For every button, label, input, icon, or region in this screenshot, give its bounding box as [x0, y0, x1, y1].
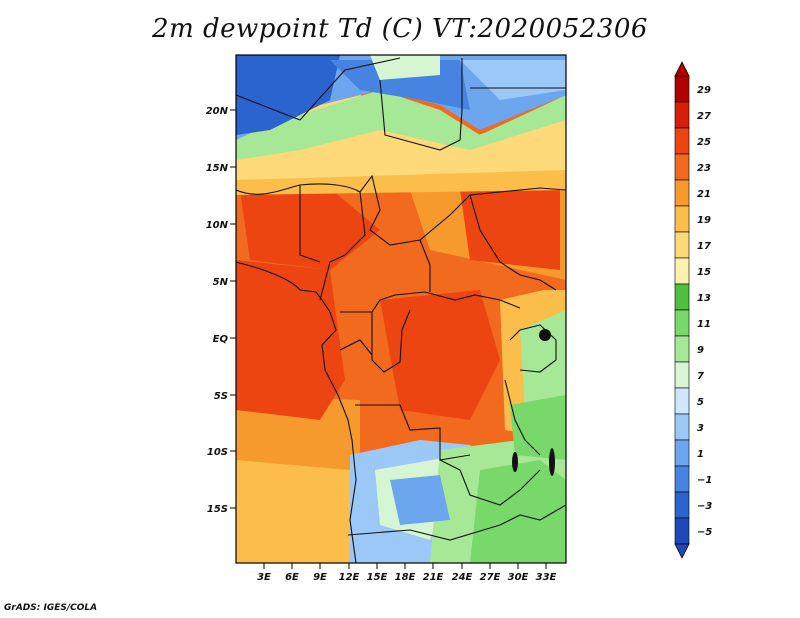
lon-label: 27E — [480, 572, 501, 583]
lat-axis: 20N 15N 10N 5N EQ 5S 10S 15S — [206, 106, 236, 515]
map-frame — [235, 54, 567, 564]
lat-label: 10S — [207, 447, 228, 458]
colorbar-swatch — [674, 179, 690, 207]
lat-label: 20N — [206, 106, 229, 117]
lon-label: 9E — [313, 572, 327, 583]
colorbar-swatch — [674, 491, 690, 519]
lon-label: 33E — [536, 572, 557, 583]
lon-label: 12E — [339, 572, 360, 583]
colorbar-swatch — [674, 465, 690, 493]
colorbar-label: 1 — [697, 449, 704, 460]
colorbar-label: 17 — [697, 241, 711, 252]
colorbar-label: 7 — [697, 371, 704, 382]
lat-label: 5N — [213, 277, 229, 288]
colorbar-label: 11 — [697, 319, 711, 330]
colorbar-swatch — [674, 101, 690, 129]
colorbar-swatch — [674, 361, 690, 389]
colorbar-swatch — [674, 413, 690, 441]
colorbar-swatch — [674, 153, 690, 181]
lat-label: 5S — [214, 391, 228, 402]
colorbar-label: −5 — [697, 527, 712, 538]
lon-label: 21E — [423, 572, 444, 583]
colorbar-max-arrow — [674, 61, 690, 77]
colorbar-label: −1 — [697, 475, 712, 486]
colorbar-swatch — [674, 517, 690, 545]
colorbar-label: 19 — [697, 215, 711, 226]
colorbar-label: 25 — [697, 137, 711, 148]
lon-axis: 3E 6E 9E 12E 15E 18E 21E 24E 27E 30E 33E — [257, 563, 557, 583]
lon-label: 15E — [367, 572, 388, 583]
colorbar-min-arrow — [674, 543, 690, 559]
colorbar-swatch — [674, 257, 690, 285]
lat-label: 15N — [206, 163, 229, 174]
colorbar-swatch — [674, 335, 690, 363]
lon-label: 18E — [395, 572, 416, 583]
lat-label: EQ — [213, 334, 229, 345]
colorbar-label: 27 — [697, 111, 711, 122]
colorbar-swatch — [674, 387, 690, 415]
colorbar-swatch — [674, 309, 690, 337]
lon-label: 30E — [508, 572, 529, 583]
colorbar-swatch — [674, 231, 690, 259]
colorbar-label: 13 — [697, 293, 711, 304]
colorbar-swatch — [674, 205, 690, 233]
lakes — [512, 329, 555, 476]
lat-label: 15S — [207, 504, 228, 515]
colorbar-label: 5 — [697, 397, 704, 408]
colorbar-label: 3 — [697, 423, 704, 434]
dewpoint-field — [236, 55, 566, 563]
colorbar-label: 15 — [697, 267, 711, 278]
colorbar-label: 23 — [697, 163, 711, 174]
colorbar-label: 29 — [697, 85, 711, 96]
colorbar-swatch — [674, 75, 690, 103]
colorbar-label: −3 — [697, 501, 712, 512]
lon-label: 24E — [452, 572, 473, 583]
lon-label: 3E — [257, 572, 271, 583]
footer-credit: GrADS: IGES/COLA — [4, 603, 98, 613]
colorbar-label: 21 — [697, 189, 711, 200]
colorbar-label: 9 — [697, 345, 704, 356]
colorbar: 29 27 25 23 21 19 17 15 13 11 9 7 5 3 1 −1 −3 −5 — [674, 61, 712, 559]
colorbar-swatch — [674, 283, 690, 311]
colorbar-swatch — [674, 439, 690, 467]
lon-label: 6E — [285, 572, 299, 583]
country-borders — [236, 57, 566, 563]
lat-label: 10N — [206, 220, 229, 231]
colorbar-swatch — [674, 127, 690, 155]
map-title: 2m dewpoint Td (C) VT:2020052306 — [152, 14, 648, 44]
